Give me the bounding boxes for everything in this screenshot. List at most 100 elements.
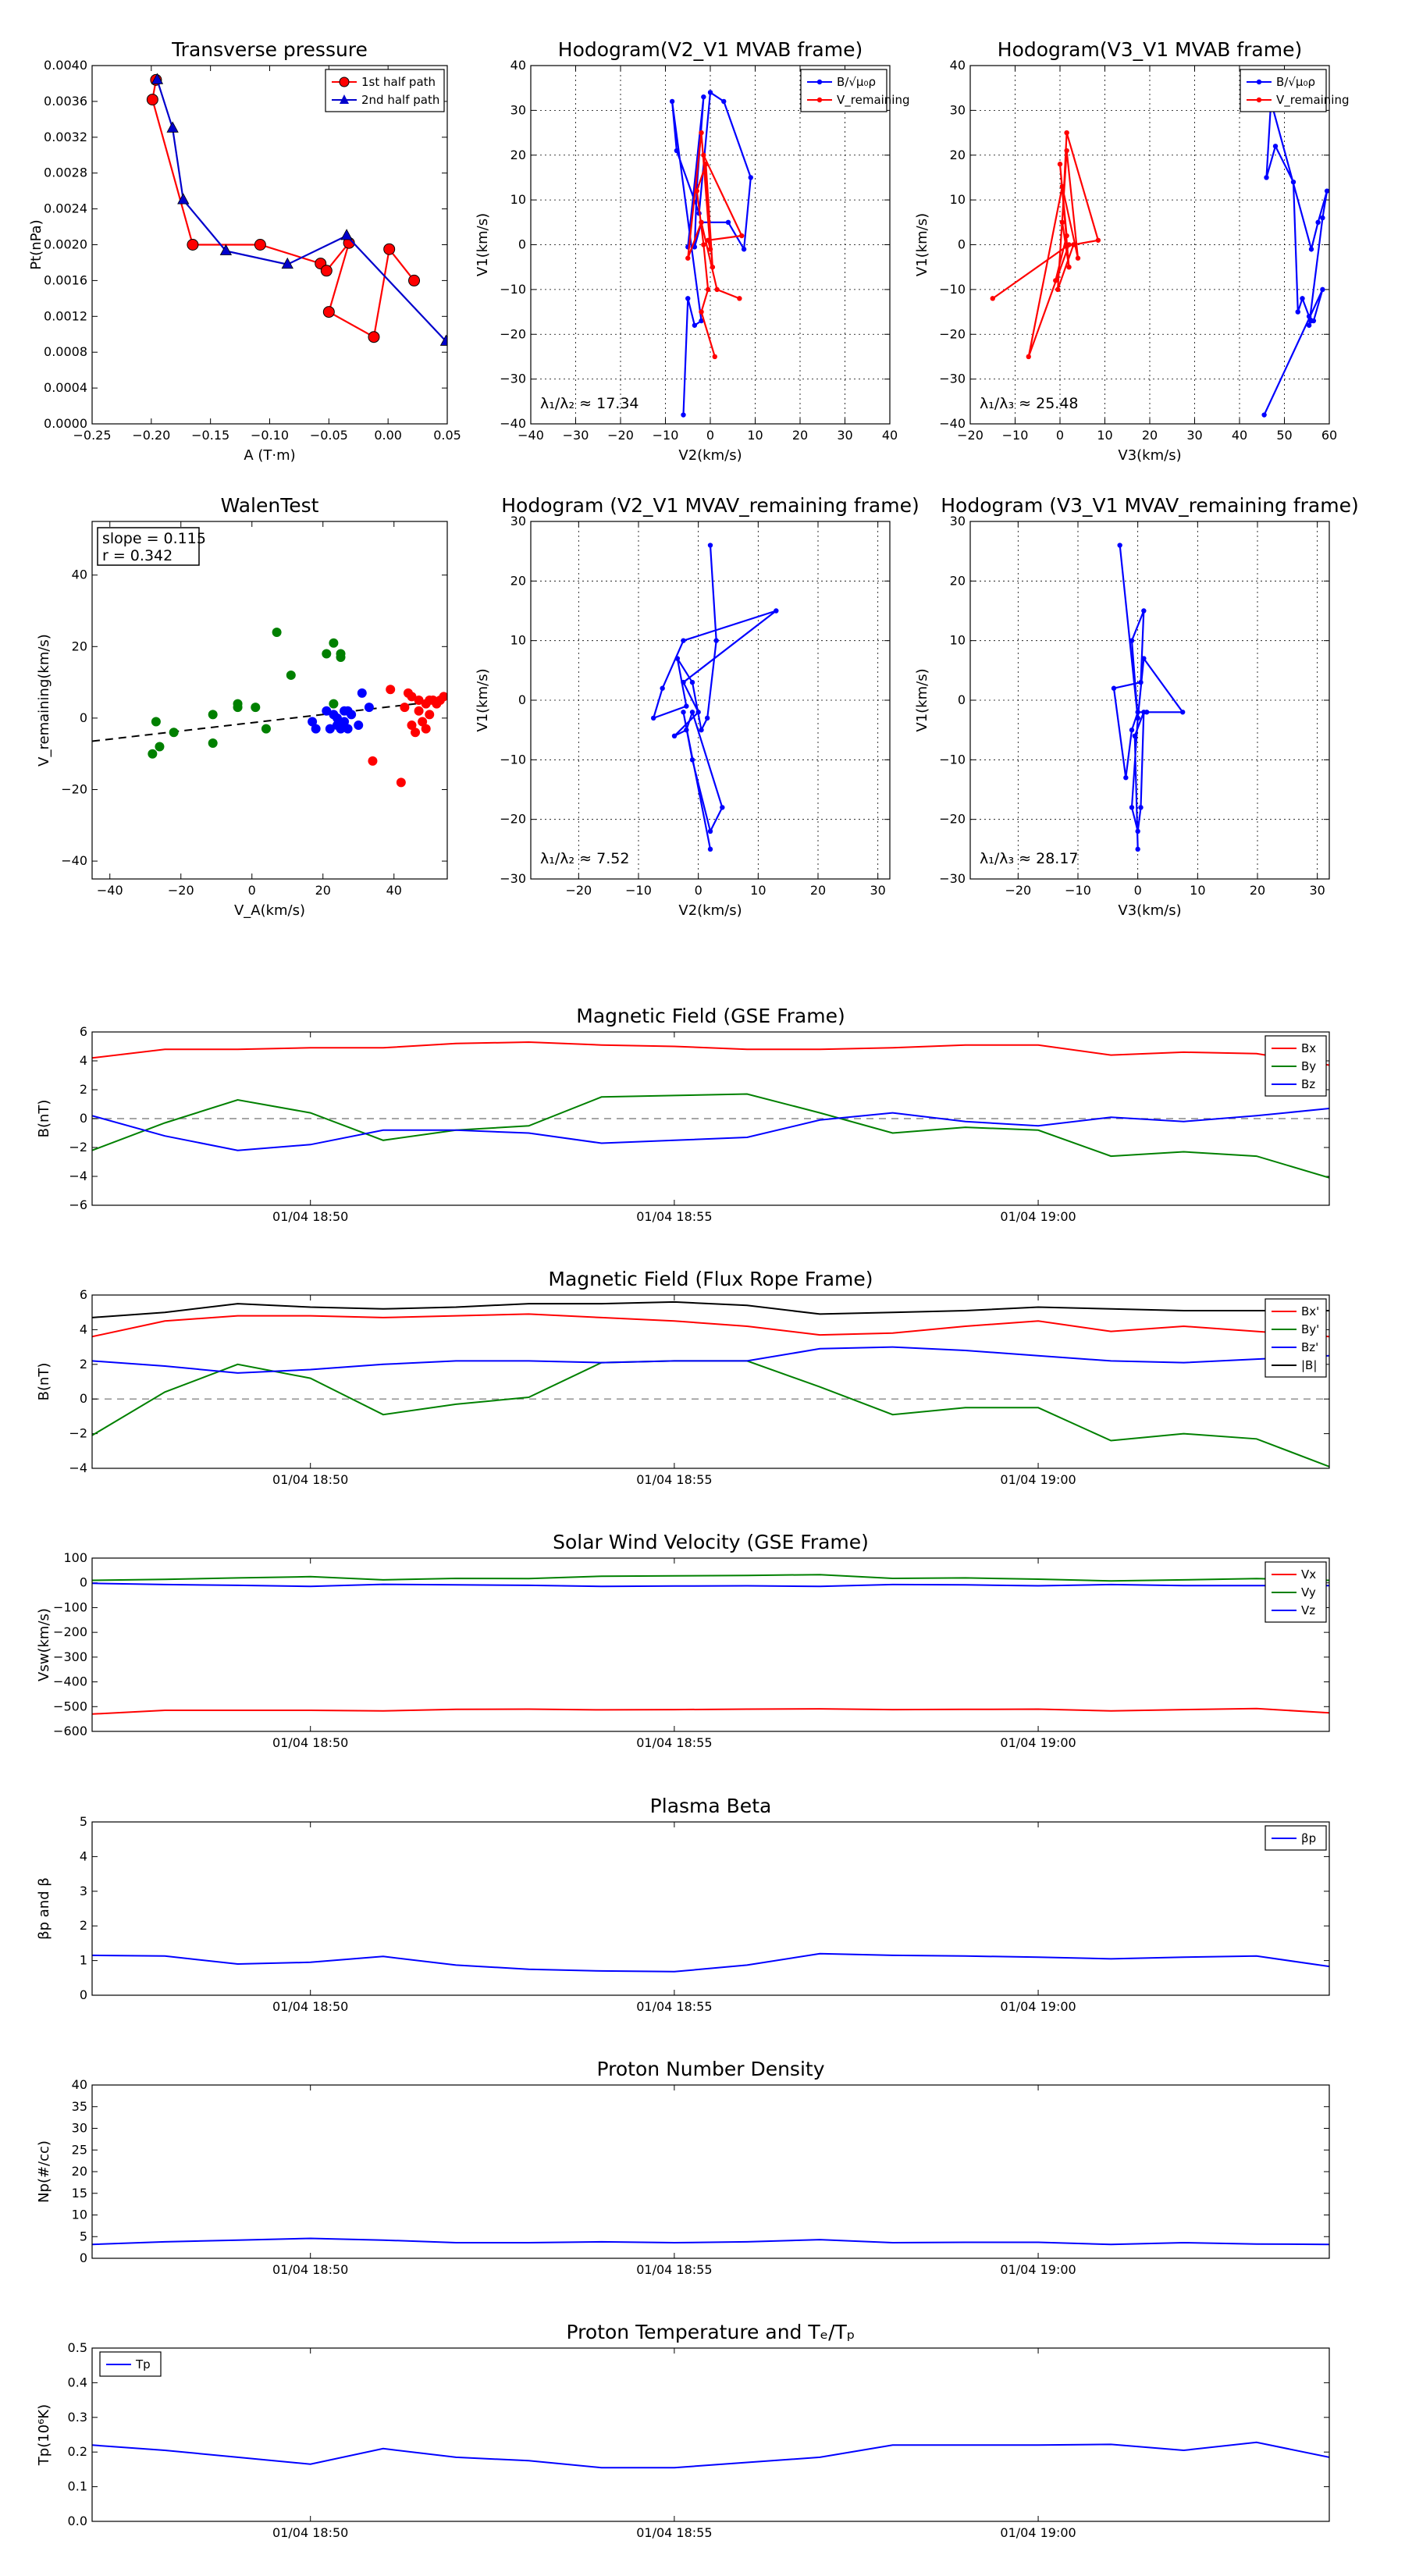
plot-frame xyxy=(969,65,1330,425)
x-tick-label: −0.20 xyxy=(132,428,170,443)
y-tick-label: 10 xyxy=(950,633,966,648)
scatter-point xyxy=(386,685,396,695)
y-tick-label: −200 xyxy=(53,1624,87,1639)
legend-marker xyxy=(1256,97,1262,103)
scatter-point xyxy=(272,627,282,637)
data-marker xyxy=(1315,219,1321,226)
y-axis-label: Tp(10⁶K) xyxy=(36,2404,52,2466)
chart-h31r: Hodogram (V3_V1 MVAV_remaining frame) V3(… xyxy=(914,494,1359,919)
x-tick-label: 01/04 18:55 xyxy=(636,1472,712,1487)
legend-marker xyxy=(816,79,823,85)
scatter-point xyxy=(336,724,346,734)
data-marker xyxy=(689,679,695,685)
y-tick-label: −4 xyxy=(69,1169,87,1183)
legend-label: B/√μ₀ρ xyxy=(1276,75,1315,89)
legend-label: |B| xyxy=(1301,1358,1317,1372)
data-marker xyxy=(1308,247,1314,252)
plot-frame xyxy=(969,521,1330,880)
data-marker xyxy=(187,239,199,251)
data-marker xyxy=(1290,179,1297,185)
annotation-text: λ₁/λ₃ ≈ 28.17 xyxy=(980,850,1079,867)
y-tick-label: 4 xyxy=(80,1848,87,1863)
data-marker xyxy=(701,94,706,100)
y-tick-label: 20 xyxy=(950,148,966,162)
data-marker xyxy=(1141,710,1147,715)
y-tick-label: −500 xyxy=(53,1699,87,1713)
y-tick-label: 5 xyxy=(80,1814,87,1829)
x-tick-label: 01/04 18:50 xyxy=(272,1209,348,1224)
legend xyxy=(325,69,445,112)
plot-area xyxy=(92,521,447,879)
y-tick-label: 0.0012 xyxy=(44,308,87,323)
y-tick-label: 0.0000 xyxy=(44,416,87,431)
x-tick-label: 01/04 18:55 xyxy=(636,1209,712,1224)
y-tick-label: −40 xyxy=(939,416,966,431)
annotation-text: r = 0.342 xyxy=(102,547,173,564)
data-marker xyxy=(705,237,711,243)
x-tick-label: 10 xyxy=(747,428,763,443)
series-line xyxy=(92,1093,1329,1179)
y-tick-label: −600 xyxy=(53,1724,87,1738)
series-line xyxy=(92,1300,1329,1318)
data-marker xyxy=(689,710,695,715)
x-tick-label: 20 xyxy=(792,428,808,443)
data-marker xyxy=(1095,237,1101,243)
y-tick-label: −40 xyxy=(500,416,526,431)
y-tick-label: 4 xyxy=(80,1322,87,1336)
chart-bgse: Magnetic Field (GSE Frame) B(nT) 01/04 18:… xyxy=(36,1005,1330,1224)
data-marker xyxy=(1320,286,1325,293)
plot-frame xyxy=(91,521,448,880)
data-marker xyxy=(1071,242,1076,247)
data-layer xyxy=(92,2441,1329,2469)
y-tick-label: 5 xyxy=(80,2229,87,2243)
chart-title: Hodogram (V2_V1 MVAV_remaining frame) xyxy=(501,494,919,517)
x-tick-label: 01/04 18:50 xyxy=(272,1735,348,1750)
legend xyxy=(800,69,887,112)
data-layer xyxy=(92,1574,1329,1715)
x-tick-label: 01/04 18:50 xyxy=(272,1999,348,2014)
x-tick-label: 01/04 19:00 xyxy=(1000,2262,1076,2277)
y-tick-label: 0 xyxy=(958,237,966,252)
legend-marker xyxy=(816,97,823,103)
y-tick-label: 1 xyxy=(80,1953,87,1968)
scatter-point xyxy=(414,696,424,705)
y-tick-label: 2 xyxy=(80,1082,87,1097)
plot-frame xyxy=(91,1031,1330,1206)
y-tick-label: 100 xyxy=(63,1550,87,1565)
scatter-point xyxy=(308,717,318,727)
chart-walen: WalenTest V_A(km/s) V_remaining(km/s) −40 −2… xyxy=(36,494,448,919)
data-marker xyxy=(774,608,779,614)
scatter-point xyxy=(151,717,161,727)
x-tick-label: 30 xyxy=(837,428,852,443)
y-axis-label: Vsw(km/s) xyxy=(36,1608,52,1681)
data-marker xyxy=(1053,278,1058,283)
y-axis-label: Pt(nPa) xyxy=(28,219,44,269)
scatter-point xyxy=(357,688,367,698)
scatter-point xyxy=(80,795,90,805)
y-tick-label: 30 xyxy=(510,102,526,117)
scatter-point xyxy=(411,728,421,738)
y-axis-label: βp and β xyxy=(36,1877,52,1940)
data-marker xyxy=(1135,715,1140,721)
data-marker xyxy=(684,703,689,709)
x-tick-label: 01/04 19:00 xyxy=(1000,1209,1076,1224)
plot-area xyxy=(92,1295,1329,1468)
x-tick-label: 10 xyxy=(750,883,766,898)
y-tick-label: −2 xyxy=(69,1140,87,1155)
data-marker xyxy=(737,296,742,301)
scatter-point xyxy=(396,777,406,788)
y-tick-label: 30 xyxy=(950,102,966,117)
data-marker xyxy=(703,162,709,167)
scatter-point xyxy=(439,692,447,702)
x-tick-label: 60 xyxy=(1321,428,1337,443)
y-tick-label: −4 xyxy=(69,1461,87,1475)
chart-h21: Hodogram(V2_V1 MVAB frame) V2(km/s) V1(km/… xyxy=(475,38,910,464)
x-tick-label: −20 xyxy=(607,428,634,443)
legend-label: By xyxy=(1301,1059,1316,1073)
data-marker xyxy=(695,710,701,715)
scatter-point xyxy=(208,738,218,748)
data-marker xyxy=(681,679,686,685)
annotation-box xyxy=(97,527,200,566)
series-line xyxy=(92,1707,1329,1715)
scatter-point xyxy=(343,724,353,734)
